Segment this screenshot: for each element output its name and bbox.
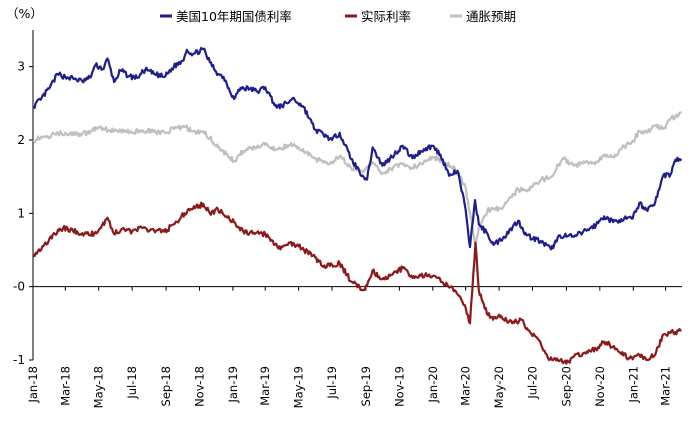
x-tick-label: Mar-20 bbox=[459, 366, 473, 406]
y-tick-label: -1 bbox=[13, 353, 25, 367]
x-tick-label: Jul-20 bbox=[525, 366, 539, 400]
x-tick-label: Nov-20 bbox=[593, 366, 607, 407]
x-tick-label: Jul-18 bbox=[125, 366, 139, 400]
series-line-2 bbox=[32, 111, 683, 246]
x-tick-label: Jan-19 bbox=[226, 366, 240, 404]
x-tick-label: Nov-19 bbox=[392, 366, 406, 407]
y-tick-label: 1 bbox=[17, 206, 25, 220]
legend-label: 美国10年期国债利率 bbox=[176, 9, 292, 24]
x-tick-label: Sep-20 bbox=[559, 366, 573, 406]
x-tick-label: Sep-18 bbox=[159, 366, 173, 406]
x-tick-label: Jul-19 bbox=[325, 366, 339, 400]
x-tick-label: Mar-18 bbox=[58, 366, 72, 406]
x-tick-label: Nov-18 bbox=[192, 366, 206, 407]
series-lines bbox=[32, 46, 683, 365]
x-tick-label: May-19 bbox=[292, 366, 306, 408]
legend-label: 通胀预期 bbox=[466, 9, 516, 24]
x-tick-label: Jan-21 bbox=[626, 366, 640, 404]
legend: 美国10年期国债利率 实际利率 通胀预期 bbox=[160, 9, 516, 24]
x-tick-label: Sep-19 bbox=[359, 366, 373, 406]
x-tick-label: Mar-21 bbox=[659, 366, 673, 406]
x-tick-label: May-18 bbox=[92, 366, 106, 408]
unit-label: （%） bbox=[6, 6, 43, 21]
y-tick-label: 2 bbox=[17, 133, 25, 147]
x-tick-label: Jan-18 bbox=[26, 366, 40, 404]
x-tick-label: Jan-20 bbox=[426, 366, 440, 404]
series-line-0 bbox=[32, 46, 683, 251]
x-tick-label: Mar-19 bbox=[258, 366, 272, 406]
legend-label: 实际利率 bbox=[361, 9, 411, 24]
x-tick-label: May-20 bbox=[492, 366, 506, 408]
y-tick-label: 3 bbox=[17, 60, 25, 74]
y-tick-label: -0 bbox=[13, 280, 25, 294]
series-line-1 bbox=[32, 201, 682, 365]
